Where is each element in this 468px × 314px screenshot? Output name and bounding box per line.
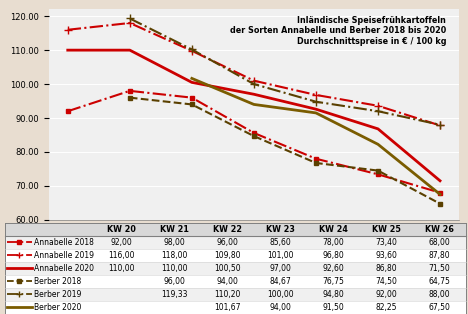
- Text: 67,50: 67,50: [428, 303, 450, 312]
- FancyBboxPatch shape: [5, 275, 466, 288]
- Text: 96,00: 96,00: [216, 238, 238, 247]
- Text: 92,60: 92,60: [322, 264, 344, 273]
- Text: 110,00: 110,00: [161, 264, 187, 273]
- Text: 74,50: 74,50: [375, 277, 397, 286]
- Text: KW 26: KW 26: [425, 225, 453, 234]
- Text: Annabelle 2018: Annabelle 2018: [34, 238, 94, 247]
- Text: 88,00: 88,00: [428, 290, 450, 299]
- Text: 73,40: 73,40: [375, 238, 397, 247]
- Text: Annabelle 2019: Annabelle 2019: [34, 251, 95, 260]
- Text: 110,00: 110,00: [108, 264, 134, 273]
- FancyBboxPatch shape: [5, 301, 466, 314]
- Text: Annabelle 2020: Annabelle 2020: [34, 264, 95, 273]
- Text: KW 25: KW 25: [372, 225, 401, 234]
- Text: 109,80: 109,80: [214, 251, 241, 260]
- Text: 100,00: 100,00: [267, 290, 293, 299]
- FancyBboxPatch shape: [5, 288, 466, 301]
- Text: KW 22: KW 22: [212, 225, 241, 234]
- Text: 86,80: 86,80: [375, 264, 397, 273]
- FancyBboxPatch shape: [5, 262, 466, 275]
- Text: 96,80: 96,80: [322, 251, 344, 260]
- Text: 94,00: 94,00: [216, 277, 238, 286]
- Text: 98,00: 98,00: [163, 238, 185, 247]
- Text: 101,00: 101,00: [267, 251, 293, 260]
- Text: KW 20: KW 20: [107, 225, 136, 234]
- Text: KW 24: KW 24: [319, 225, 348, 234]
- Text: 96,00: 96,00: [163, 277, 185, 286]
- Text: Berber 2018: Berber 2018: [34, 277, 81, 286]
- Text: 101,67: 101,67: [214, 303, 241, 312]
- FancyBboxPatch shape: [5, 236, 466, 249]
- Text: 84,67: 84,67: [269, 277, 291, 286]
- Text: 93,60: 93,60: [375, 251, 397, 260]
- Text: 85,60: 85,60: [269, 238, 291, 247]
- Text: 68,00: 68,00: [428, 238, 450, 247]
- Text: Berber 2020: Berber 2020: [34, 303, 82, 312]
- Text: 92,00: 92,00: [110, 238, 132, 247]
- Text: 78,00: 78,00: [322, 238, 344, 247]
- Text: 87,80: 87,80: [428, 251, 450, 260]
- Text: 94,80: 94,80: [322, 290, 344, 299]
- Text: 118,00: 118,00: [161, 251, 187, 260]
- Text: Inländische Speisefrühkartoffeln
der Sorten Annabelle und Berber 2018 bis 2020
D: Inländische Speisefrühkartoffeln der Sor…: [230, 16, 446, 46]
- Text: 71,50: 71,50: [428, 264, 450, 273]
- Text: Berber 2019: Berber 2019: [34, 290, 82, 299]
- FancyBboxPatch shape: [5, 223, 466, 236]
- Text: 116,00: 116,00: [108, 251, 134, 260]
- Text: 92,00: 92,00: [375, 290, 397, 299]
- Text: 94,00: 94,00: [269, 303, 291, 312]
- Text: 64,75: 64,75: [428, 277, 450, 286]
- Text: 100,50: 100,50: [214, 264, 241, 273]
- Text: 82,25: 82,25: [375, 303, 397, 312]
- FancyBboxPatch shape: [5, 249, 466, 262]
- Text: 76,75: 76,75: [322, 277, 344, 286]
- Text: KW 21: KW 21: [160, 225, 189, 234]
- Text: KW 23: KW 23: [266, 225, 294, 234]
- Text: 110,20: 110,20: [214, 290, 240, 299]
- Text: 119,33: 119,33: [161, 290, 187, 299]
- Text: 91,50: 91,50: [322, 303, 344, 312]
- Text: 97,00: 97,00: [269, 264, 291, 273]
